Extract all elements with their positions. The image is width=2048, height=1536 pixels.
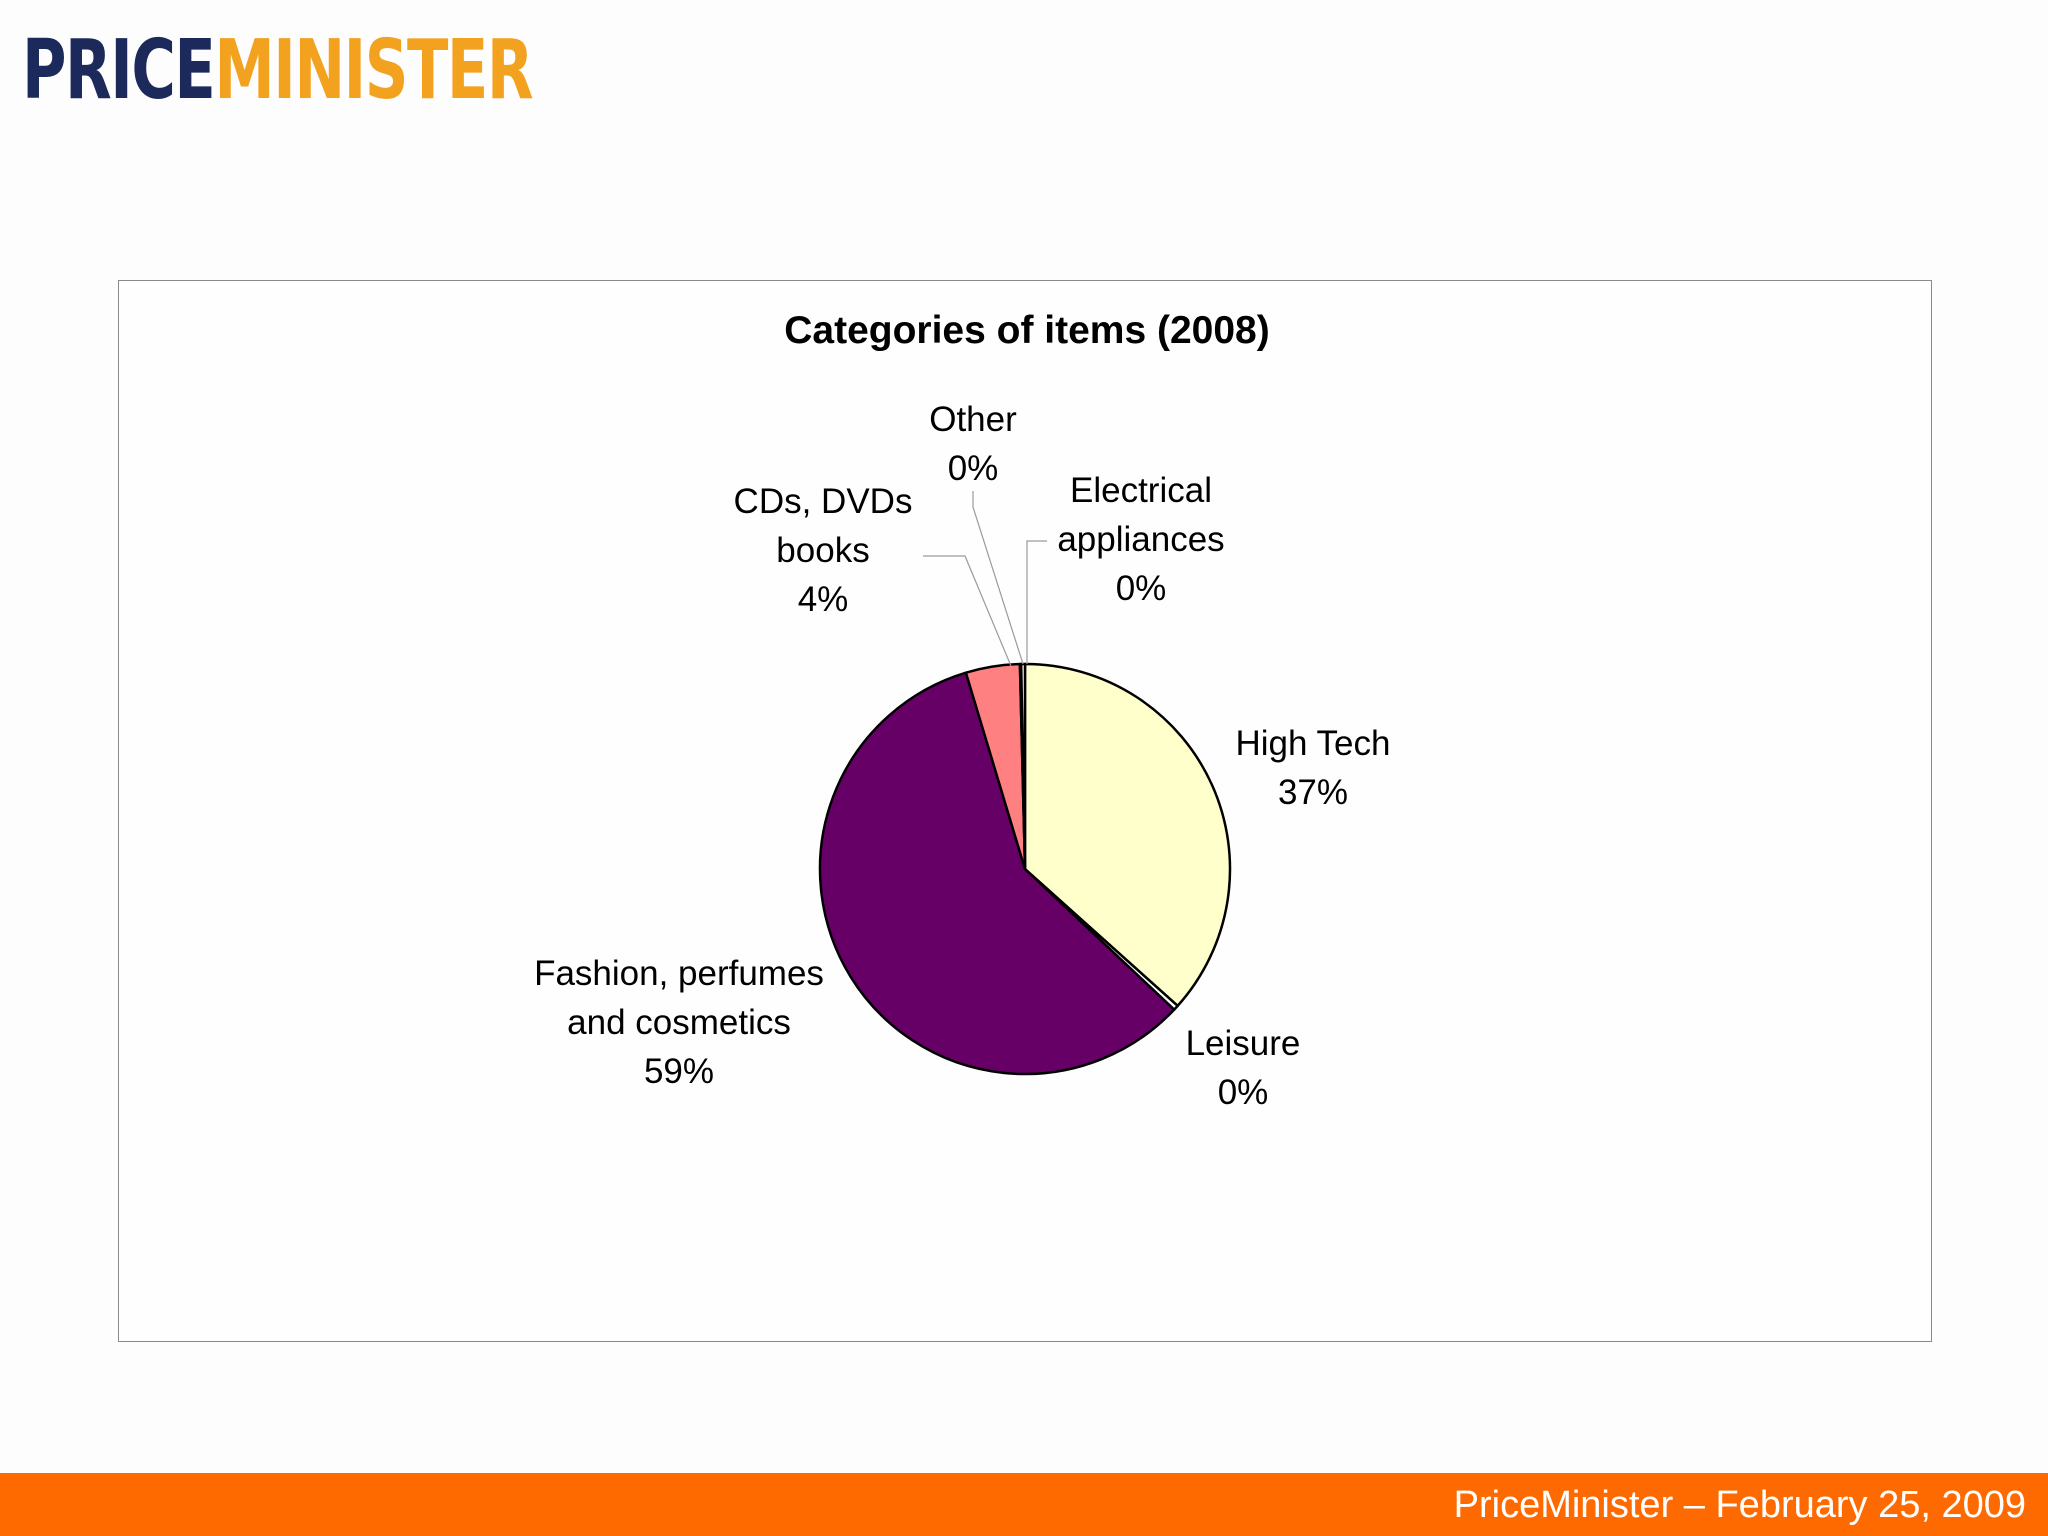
leader-line	[972, 491, 1024, 665]
data-label: Leisure 0%	[1186, 1024, 1301, 1112]
pie-chart: Categories of items (2008) High Tech 37% L…	[534, 309, 1390, 1112]
footer-text: PriceMinister – February 25, 2009	[1453, 1484, 2026, 1526]
chart-title: Categories of items (2008)	[784, 309, 1270, 352]
leader-line	[923, 555, 1012, 667]
priceminister-logo: PRICEMINISTER	[22, 23, 534, 118]
logo-price-text: PRICE	[22, 23, 216, 118]
pie-slice	[818, 671, 1176, 1076]
chart-area: Categories of items (2008) High Tech 37% L…	[118, 280, 1932, 1342]
data-label: Other 0%	[929, 400, 1017, 488]
footer-bar: PriceMinister – February 25, 2009	[0, 1473, 2048, 1536]
pie-slice	[1023, 662, 1232, 1008]
data-label: High Tech 37%	[1235, 724, 1390, 812]
leader-line	[1026, 540, 1047, 664]
logo-minister-text: MINISTER	[214, 23, 533, 118]
data-label: CDs, DVDs books 4%	[734, 482, 913, 619]
data-label: Fashion, perfumes and cosmetics 59%	[534, 954, 824, 1091]
pie-slice	[1019, 662, 1027, 871]
data-label: Electrical appliances 0%	[1057, 471, 1224, 608]
